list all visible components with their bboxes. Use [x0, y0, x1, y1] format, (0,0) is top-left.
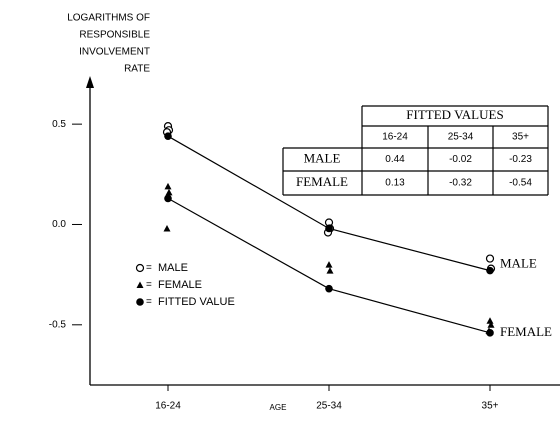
y-axis-label: LOGARITHMS OF	[67, 13, 150, 24]
observed-point	[325, 261, 333, 268]
table-header: 25-34	[448, 132, 474, 143]
legend-label: FITTED VALUE	[158, 296, 235, 308]
table-cell: -0.02	[449, 154, 472, 165]
table-row-label: MALE	[304, 150, 341, 165]
legend-symbol	[136, 298, 144, 306]
legend-eq: =	[146, 280, 152, 291]
table-header: 35+	[512, 132, 529, 143]
legend-eq: =	[146, 263, 152, 274]
x-tick-label: 25-34	[316, 401, 342, 412]
observed-point	[486, 317, 494, 324]
legend-label: FEMALE	[158, 279, 202, 291]
fitted-point	[325, 284, 333, 293]
legend-symbol	[136, 281, 144, 288]
y-axis-label: RESPONSIBLE	[79, 30, 150, 41]
table-cell: 0.44	[385, 154, 405, 165]
y-tick-label: 0.5	[52, 119, 66, 130]
legend-eq: =	[146, 297, 152, 308]
observed-point	[163, 224, 171, 232]
table-header: 16-24	[382, 132, 408, 143]
x-tick-label: 16-24	[155, 401, 181, 412]
line-label: MALE	[500, 256, 537, 271]
table-cell: 0.13	[385, 178, 405, 189]
fitted-point	[164, 132, 172, 140]
table-cell: -0.23	[509, 154, 532, 165]
observed-point	[164, 182, 172, 190]
y-tick-label: -0.5	[49, 319, 67, 330]
fitted-point	[486, 329, 494, 337]
y-axis-label: RATE	[124, 64, 150, 75]
legend-label: MALE	[158, 262, 188, 274]
observed-point	[165, 188, 173, 196]
x-axis-label: AGE	[270, 403, 287, 412]
fitted-point	[164, 194, 172, 203]
y-axis-label: INVOLVEMENT	[79, 47, 150, 58]
observed-point	[326, 267, 334, 274]
fitted-point	[486, 266, 494, 275]
line-label: FEMALE	[500, 324, 552, 339]
observed-point	[485, 254, 495, 263]
y-tick-label: 0.0	[52, 219, 66, 230]
table-row-label: FEMALE	[296, 174, 348, 189]
legend-symbol	[135, 263, 145, 273]
x-tick-label: 35+	[482, 401, 499, 412]
table-title: FITTED VALUES	[406, 107, 503, 122]
observed-point	[487, 321, 495, 328]
axis-arrow	[86, 76, 94, 88]
fitted-point	[325, 224, 333, 233]
table-cell: -0.54	[509, 178, 532, 189]
table-cell: -0.32	[449, 178, 472, 189]
